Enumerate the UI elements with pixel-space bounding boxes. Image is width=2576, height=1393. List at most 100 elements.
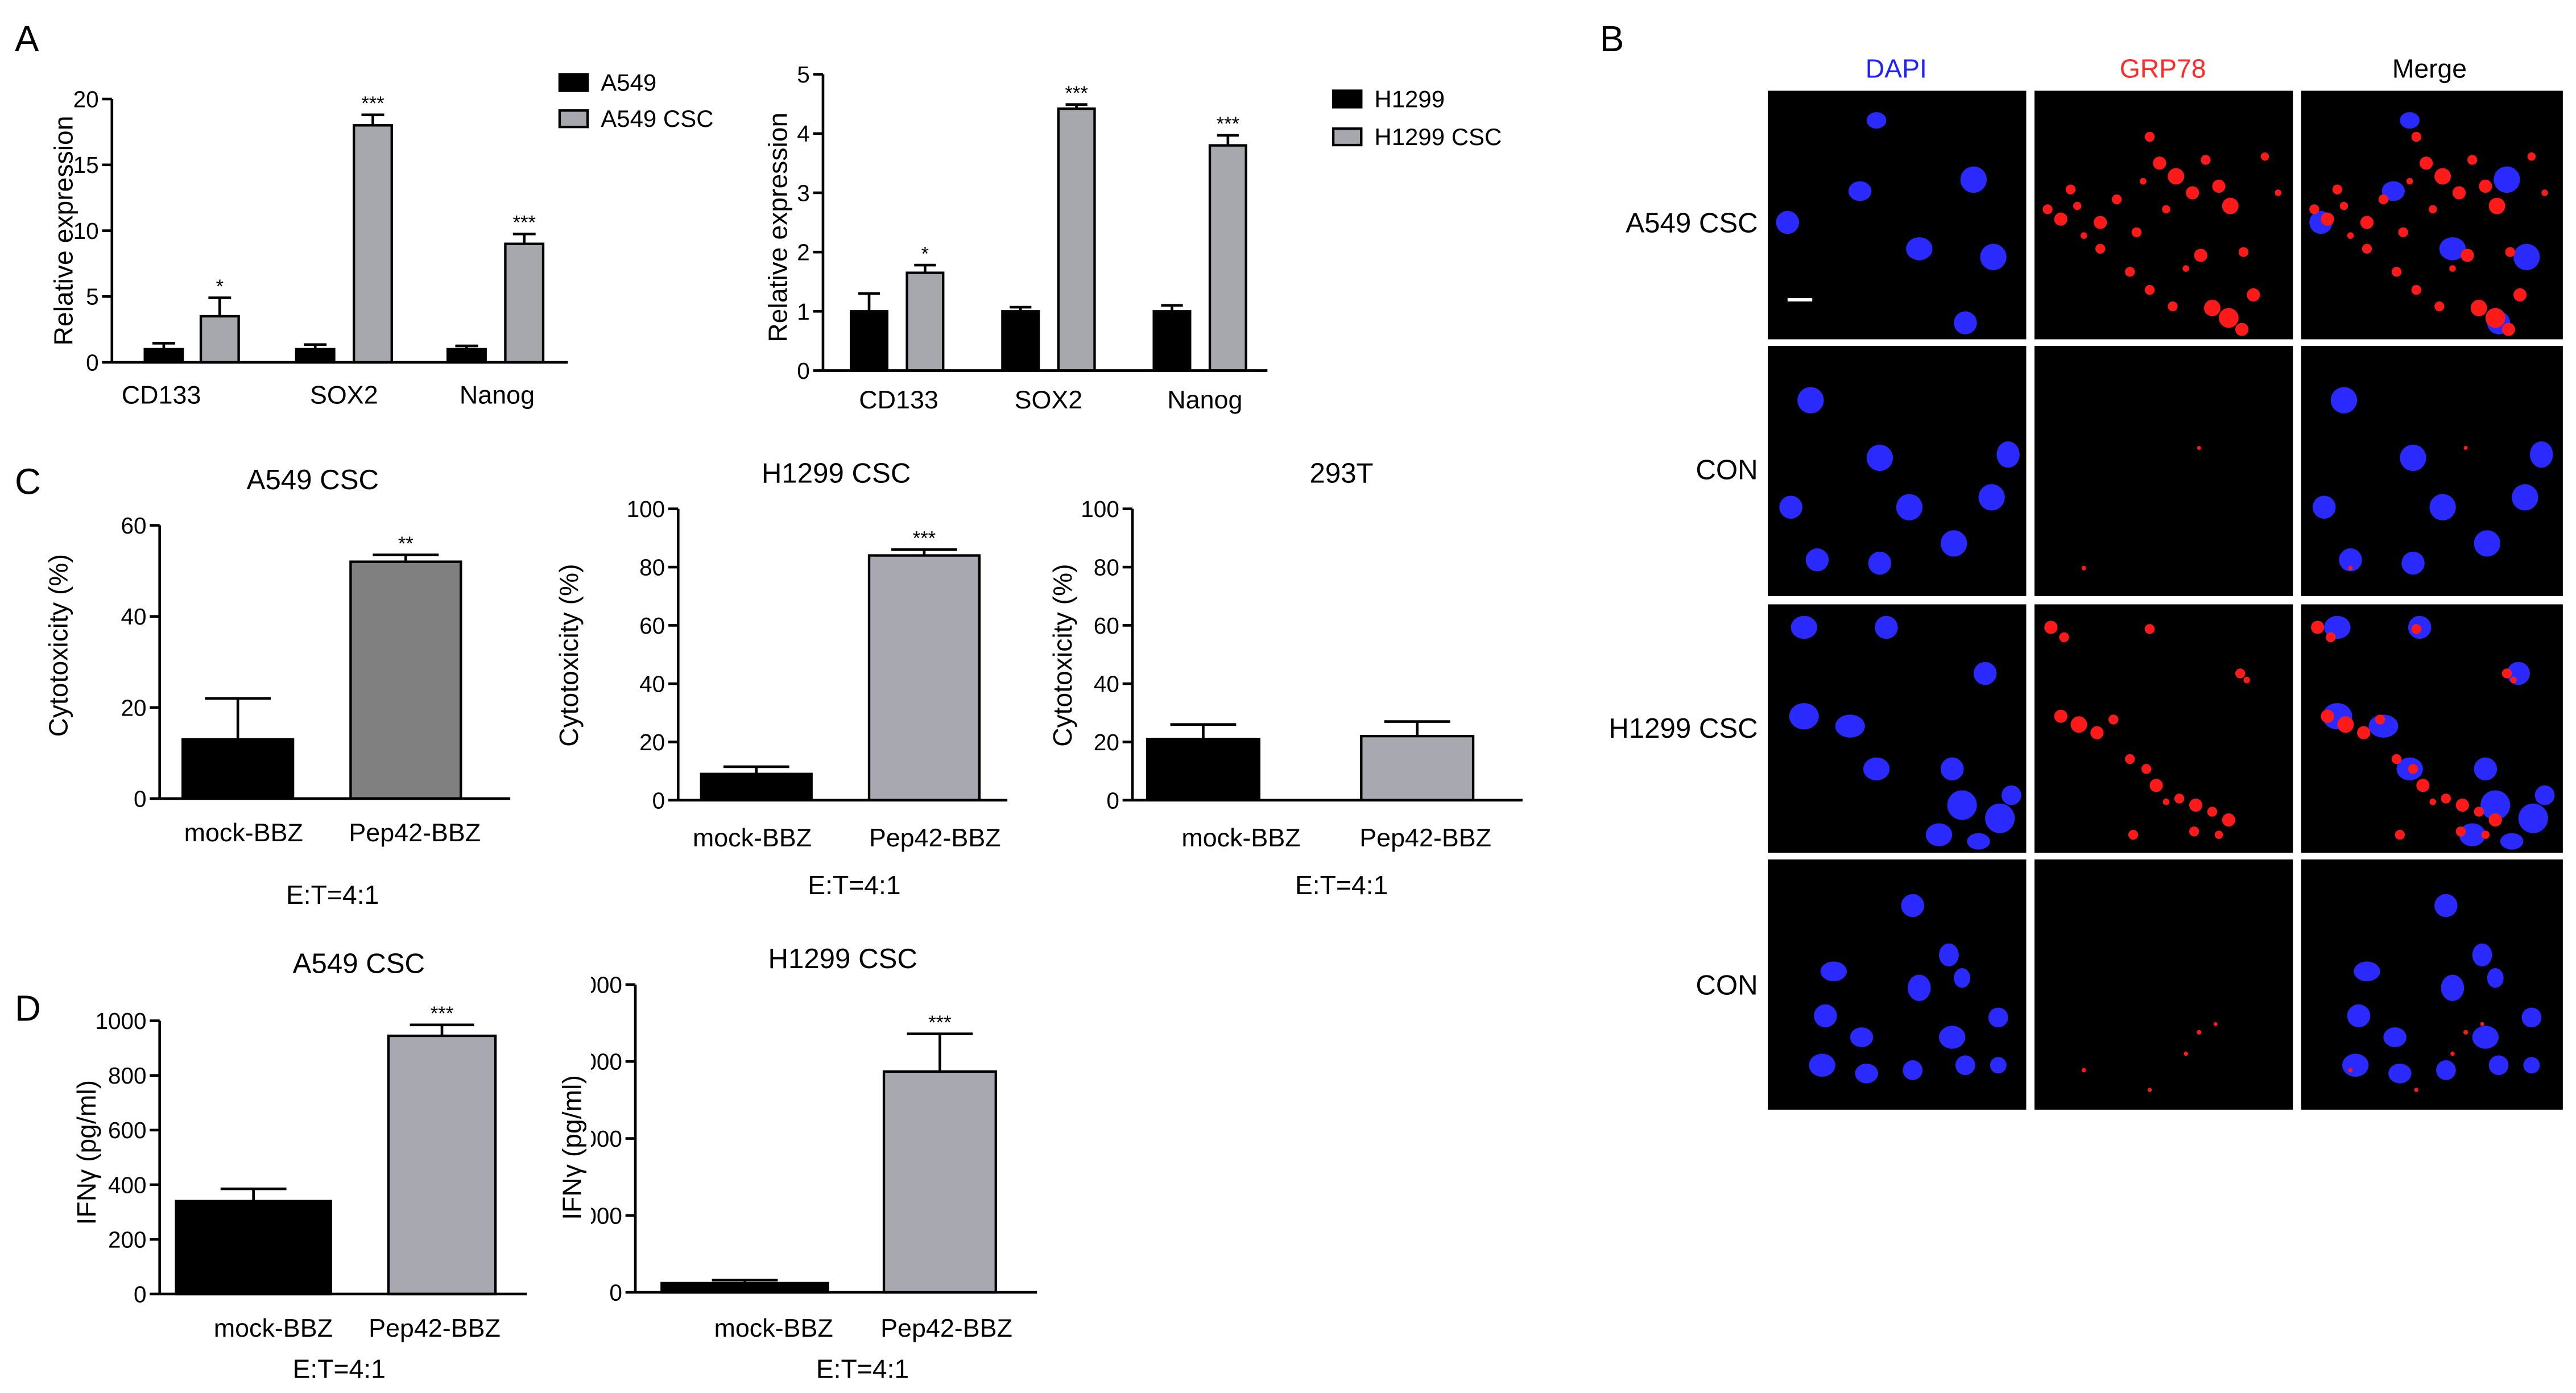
y-tick-label: 60 (1094, 613, 1119, 639)
y-axis-label: IFNγ (pg/ml) (557, 1075, 587, 1220)
grp78-signal (2128, 829, 2139, 840)
grp78-signal (2184, 1051, 2188, 1056)
y-tick-label: 5 (86, 284, 99, 310)
column-header-dapi: DAPI (1866, 53, 1927, 83)
grp78-signal (2247, 288, 2260, 301)
y-tick-label: 40 (121, 604, 146, 630)
grp78-signal (2321, 709, 2334, 723)
panel-label-a: A (15, 19, 39, 59)
y-tick-label: 0 (86, 350, 99, 376)
grp78-signal (2398, 227, 2408, 238)
grp78-signal (2510, 676, 2517, 684)
grp78-signal (2207, 807, 2218, 817)
y-tick-label: 0 (652, 787, 665, 813)
bar (1001, 310, 1040, 372)
grp78-signal (2147, 1088, 2152, 1092)
grp78-signal (2411, 131, 2421, 142)
dapi-nucleus (2436, 1060, 2456, 1080)
grp78-signal (2042, 204, 2053, 214)
dapi-nucleus (2474, 757, 2498, 781)
x-category-label: Pep42-BBZ (869, 823, 1001, 852)
grp78-signal (2326, 632, 2336, 643)
grp78-signal (2189, 798, 2203, 812)
dapi-nucleus (1850, 1027, 1874, 1047)
y-tick-label: 20 (73, 86, 99, 112)
grp78-signal (2411, 624, 2421, 634)
dapi-nucleus (1809, 1053, 1835, 1077)
legend-swatch (558, 73, 589, 92)
chart-title: A549 CSC (247, 464, 379, 495)
grp78-signal (2094, 216, 2107, 229)
dapi-nucleus (2434, 894, 2458, 917)
micrograph-cell (1768, 859, 2027, 1110)
bar (353, 124, 393, 364)
micrograph-cell (1768, 90, 2027, 340)
dapi-nucleus (2388, 1063, 2412, 1084)
grp78-signal (2219, 308, 2239, 328)
grp78-signal (2485, 308, 2505, 328)
significance-marker: *** (512, 212, 536, 234)
grp78-signal (2275, 189, 2281, 196)
bar (700, 772, 813, 801)
dapi-nucleus (2339, 548, 2362, 572)
y-tick-label: 10 (73, 218, 99, 244)
dapi-nucleus (2002, 785, 2021, 805)
grp78-signal (2311, 621, 2325, 634)
grp78-signal (2541, 189, 2548, 196)
y-tick-label: 100 (627, 496, 665, 522)
grp78-signal (2406, 177, 2413, 185)
bar (867, 554, 981, 801)
x-axis-label: E:T=4:1 (808, 870, 900, 900)
grp78-signal (2357, 726, 2371, 739)
bar (387, 1034, 497, 1296)
dapi-nucleus (2330, 387, 2358, 414)
grp78-signal (2416, 779, 2430, 792)
grp78-signal (2455, 798, 2469, 812)
dapi-nucleus (1996, 441, 2020, 468)
micrograph-background (2034, 859, 2293, 1110)
y-tick-label: 80 (639, 555, 665, 581)
dapi-nucleus (1855, 1063, 1878, 1084)
grp78-signal (2461, 249, 2474, 262)
y-tick-label: 2 (797, 239, 810, 266)
micrograph-background (2034, 346, 2293, 596)
chart-panel-5: 0 20 40 60 80 100 mock-BBZ Pep42-BBZ Cytotoxicit… (1048, 457, 1523, 900)
x-category-label: CD133 (122, 380, 201, 409)
dapi-nucleus (1940, 530, 1967, 557)
grp78-signal (2212, 179, 2226, 193)
grp78-signal (2321, 212, 2334, 226)
dapi-nucleus (2400, 444, 2426, 472)
x-category-label: Pep42-BBZ (369, 1313, 501, 1342)
grp78-signal (2420, 156, 2433, 170)
x-category-label: mock-BBZ (693, 823, 812, 852)
dapi-nucleus (2472, 1026, 2499, 1049)
grp78-signal (2527, 152, 2536, 161)
y-tick-label: 0 (1106, 787, 1119, 813)
legend-label: H1299 (1374, 85, 1445, 112)
dapi-nucleus (1960, 166, 1987, 193)
x-axis-label: E:T=4:1 (286, 880, 379, 910)
grp78-signal (2450, 1051, 2455, 1056)
dapi-nucleus (1835, 714, 1865, 738)
legend-label: A549 (601, 69, 656, 96)
dapi-nucleus (1776, 210, 1800, 234)
dapi-nucleus (2513, 243, 2540, 270)
y-tick-label: 1 (797, 299, 810, 325)
grp78-signal (2467, 155, 2478, 165)
dapi-nucleus (2439, 237, 2466, 261)
bar (905, 271, 945, 372)
dapi-nucleus (1990, 1057, 2007, 1074)
grp78-signal (2238, 247, 2249, 257)
y-tick-label: 60 (639, 613, 665, 639)
grp78-signal (2054, 709, 2068, 723)
grp78-signal (2429, 798, 2437, 805)
dapi-nucleus (2474, 530, 2500, 557)
grp78-signal (2125, 754, 2135, 764)
grp78-signal (2501, 668, 2512, 679)
dapi-nucleus (1820, 961, 1847, 982)
x-category-label: Nanog (460, 380, 535, 409)
bar (1208, 144, 1247, 372)
grp78-signal (2189, 826, 2199, 837)
x-category-label: mock-BBZ (214, 1313, 333, 1342)
